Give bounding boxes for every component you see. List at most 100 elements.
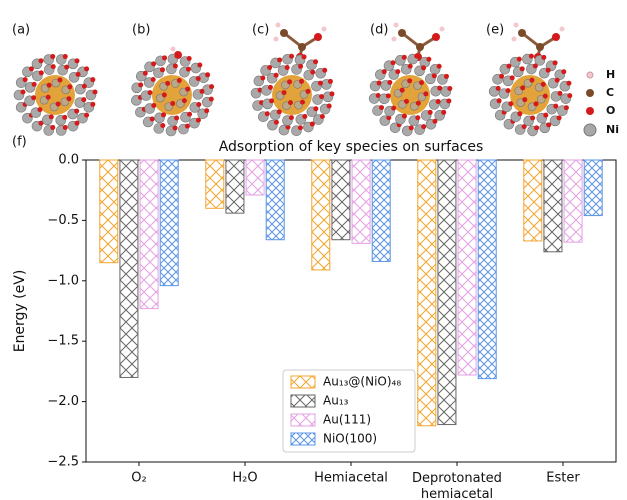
atom [84, 112, 90, 118]
atom [288, 115, 294, 121]
atom [499, 73, 505, 79]
y-tick-label: −2.0 [47, 394, 79, 409]
atom [506, 63, 512, 69]
atom [74, 58, 80, 64]
atom [393, 22, 399, 28]
atom [513, 22, 519, 28]
atom [518, 29, 526, 37]
atom [160, 123, 166, 129]
atom [421, 65, 427, 71]
atom [50, 64, 56, 70]
atom [195, 117, 201, 123]
atom [48, 114, 54, 120]
atom [50, 54, 56, 60]
atom [435, 99, 441, 105]
bar [477, 159, 497, 380]
panel-label: (f) [12, 135, 27, 150]
cluster-images [13, 22, 573, 137]
atom [559, 26, 565, 32]
atom [432, 33, 440, 41]
atom-swatch [583, 123, 597, 137]
atom [276, 109, 282, 115]
atom-swatch [586, 107, 594, 115]
y-axis-label: Energy (eV) [12, 270, 28, 353]
atom [399, 87, 405, 93]
atom [536, 43, 544, 51]
chart-title: Adsorption of key species on surfaces [219, 139, 484, 155]
atom [172, 63, 178, 69]
atom [310, 69, 316, 75]
bar [371, 159, 391, 262]
bar [437, 159, 457, 426]
atom [556, 115, 562, 121]
atom [208, 96, 214, 102]
y-tick-label: −0.5 [47, 213, 79, 228]
atom [31, 95, 37, 101]
atom [542, 93, 548, 99]
atom [31, 81, 37, 87]
atom [62, 124, 68, 130]
atom [75, 71, 81, 77]
legend-box [282, 369, 416, 453]
bar [543, 159, 563, 253]
bar [351, 159, 371, 244]
atom-label: C [606, 86, 614, 99]
bar [417, 159, 437, 427]
atom [309, 121, 315, 127]
atom [84, 66, 90, 72]
atom [415, 115, 421, 121]
atom-swatch [586, 71, 594, 79]
atom [553, 103, 559, 109]
atom [561, 69, 567, 75]
atom [386, 115, 392, 121]
bar [331, 159, 351, 241]
atom [273, 72, 279, 78]
atom [391, 105, 397, 111]
atom [521, 124, 527, 130]
atom [269, 98, 275, 104]
atom [421, 124, 427, 130]
atom [431, 73, 437, 79]
atom [313, 59, 319, 65]
atom [534, 125, 540, 131]
atom [401, 113, 407, 119]
bar [205, 159, 225, 209]
atom [197, 62, 203, 68]
atom [379, 105, 385, 111]
atom [284, 65, 290, 71]
atom-label: H [606, 68, 615, 81]
panel-label: (a) [12, 23, 30, 38]
atom [416, 43, 424, 51]
atom [277, 57, 283, 63]
atom [414, 53, 420, 59]
atom [545, 67, 551, 73]
atom [519, 66, 525, 72]
atom [181, 98, 187, 104]
bar [139, 159, 159, 310]
legend-label: NiO(100) [323, 432, 377, 446]
atom [415, 100, 421, 106]
atom [376, 80, 382, 86]
atom [176, 77, 182, 83]
atom [147, 90, 153, 96]
atom [170, 101, 176, 107]
atom [391, 36, 397, 42]
atom [509, 75, 515, 81]
atom [74, 120, 80, 126]
y-tick-label: −1.5 [47, 334, 79, 349]
atom [287, 79, 293, 85]
atom [326, 103, 332, 109]
atom [554, 77, 560, 83]
atom [390, 60, 396, 66]
atom [161, 92, 167, 98]
atom [517, 111, 523, 117]
atom [403, 98, 409, 104]
atom [302, 113, 308, 119]
atom [185, 86, 191, 92]
atom [267, 84, 273, 90]
atom [437, 85, 443, 91]
atom [528, 53, 534, 59]
atom [20, 89, 26, 95]
atom [322, 67, 328, 73]
x-tick-label: O₂ [131, 471, 146, 486]
